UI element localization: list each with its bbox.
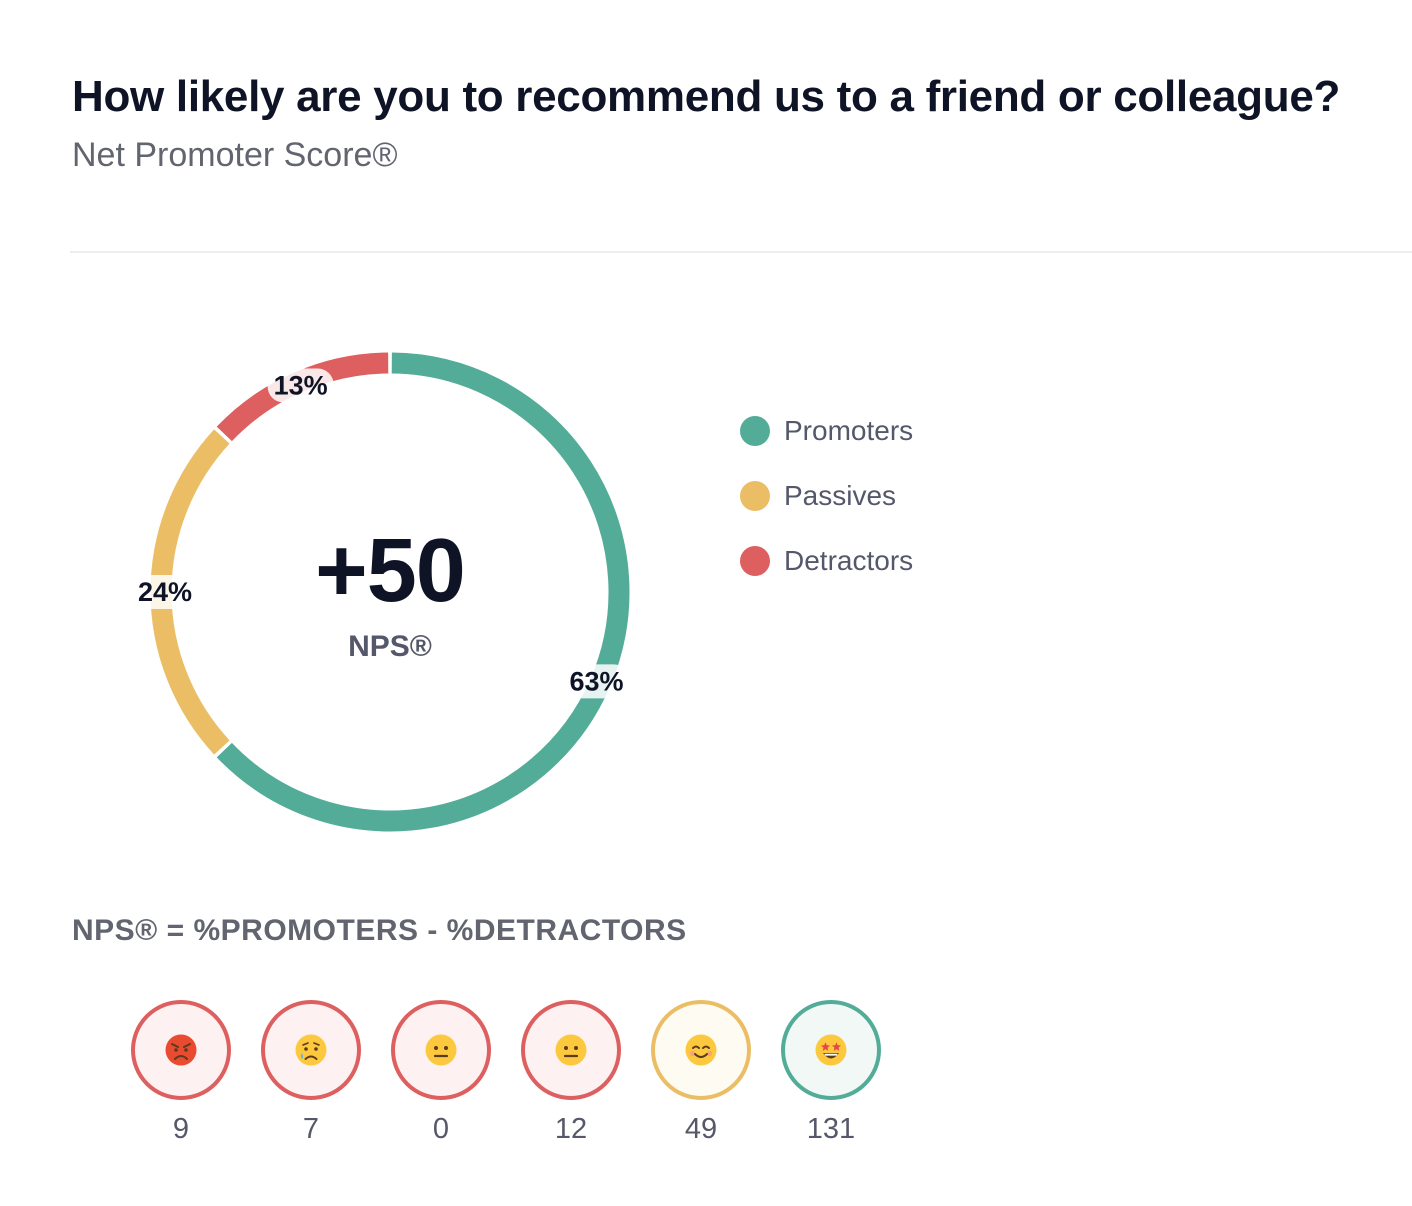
donut-label-passives: 24%: [138, 577, 192, 607]
nps-score-value: +50: [315, 521, 466, 621]
donut-label-group-promoters: 63%: [563, 664, 630, 699]
nps-score-label: NPS®: [348, 630, 432, 663]
score-count: 9: [172, 1113, 190, 1145]
score-badge: [131, 1000, 231, 1100]
legend-swatch-promoters: [740, 416, 770, 446]
legend-label: Detractors: [784, 545, 914, 576]
donut-label-promoters: 63%: [569, 666, 623, 696]
legend-item-promoters: Promoters: [740, 410, 913, 452]
score-badge: [781, 1000, 881, 1100]
header-divider: [70, 251, 1412, 253]
score-item: 0: [391, 1000, 491, 1146]
smiling-face-icon: [685, 1034, 717, 1066]
legend-label: Promoters: [784, 415, 914, 446]
score-badge: [651, 1000, 751, 1100]
score-badge: [521, 1000, 621, 1100]
donut-label-detractors: 13%: [274, 371, 328, 401]
survey-question: How likely are you to recommend us to a …: [72, 72, 1341, 121]
score-count: 0: [432, 1113, 450, 1145]
nps-donut-chart: 63% 24% 13% +50 NPS®: [100, 302, 680, 882]
score-item: 9: [131, 1000, 231, 1146]
legend-item-passives: Passives: [740, 475, 913, 517]
chart-legend: Promoters Passives Detractors: [740, 410, 913, 605]
donut-svg: 63% 24% 13%: [131, 352, 630, 832]
donut-label-background: [563, 664, 630, 699]
chart-subtitle: Net Promoter Score®: [72, 136, 398, 174]
score-item: 12: [521, 1000, 621, 1146]
score-count: 131: [806, 1113, 856, 1145]
score-badge: [261, 1000, 361, 1100]
legend-swatch-detractors: [740, 546, 770, 576]
score-distribution: 9 7 0 12 49 131: [131, 1000, 911, 1146]
legend-swatch-passives: [740, 481, 770, 511]
score-count: 12: [554, 1113, 588, 1145]
donut-label-background: [131, 575, 199, 609]
donut-label-group-passives: 24%: [131, 575, 199, 609]
score-count: 49: [684, 1113, 718, 1145]
neutral-face-icon: [555, 1034, 587, 1066]
donut-label-background: [267, 368, 334, 403]
score-item: 7: [261, 1000, 361, 1146]
score-item: 49: [651, 1000, 751, 1146]
crying-face-icon: [295, 1034, 327, 1066]
angry-face-icon: [165, 1034, 197, 1066]
legend-label: Passives: [784, 480, 897, 511]
score-badge: [391, 1000, 491, 1100]
score-count: 7: [302, 1113, 320, 1145]
donut-label-group-detractors: 13%: [267, 368, 334, 403]
score-item: 131: [781, 1000, 881, 1146]
nps-formula: NPS® = %PROMOTERS - %DETRACTORS: [72, 914, 687, 947]
star-struck-face-icon: [815, 1034, 847, 1066]
neutral-face-icon: [425, 1034, 457, 1066]
legend-item-detractors: Detractors: [740, 540, 913, 582]
